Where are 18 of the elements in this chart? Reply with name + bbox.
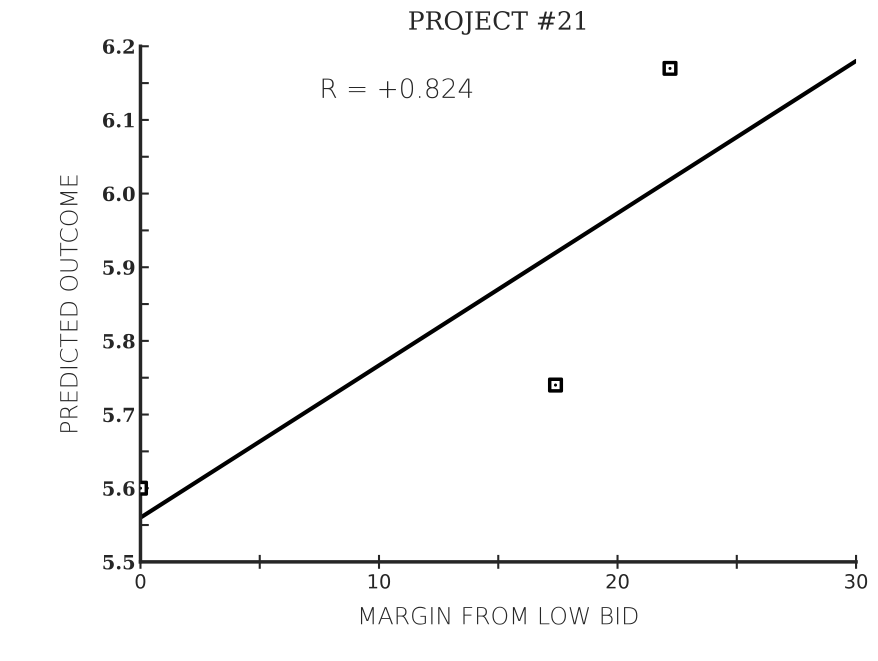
y-tick-label: 6.1: [103, 112, 134, 128]
x-tick-label: 0: [136, 574, 146, 589]
y-tick-label: 5.6: [103, 481, 135, 496]
y-tick-label: 5.8: [103, 334, 135, 349]
y-tick-label: 5.9: [103, 260, 134, 275]
chart-title: PROJECT #21: [409, 11, 586, 35]
point: [662, 60, 678, 76]
x-tick-label: 20: [606, 574, 629, 589]
x-axis-title: MARGIN FROM LOW BID: [360, 606, 638, 625]
y-tick-label: 5.7: [103, 408, 134, 422]
point: [548, 378, 564, 393]
y-axis-title: PREDICTED OUTCOME: [60, 175, 78, 432]
text: 6.0: [103, 186, 135, 202]
x-tick-label: 30: [845, 574, 868, 589]
y-tick-label: 5.5: [103, 555, 134, 570]
x-tick-label: 10: [368, 574, 390, 589]
annotation: R = +0.824: [322, 78, 472, 98]
y-tick-label: 6.2: [103, 39, 134, 54]
